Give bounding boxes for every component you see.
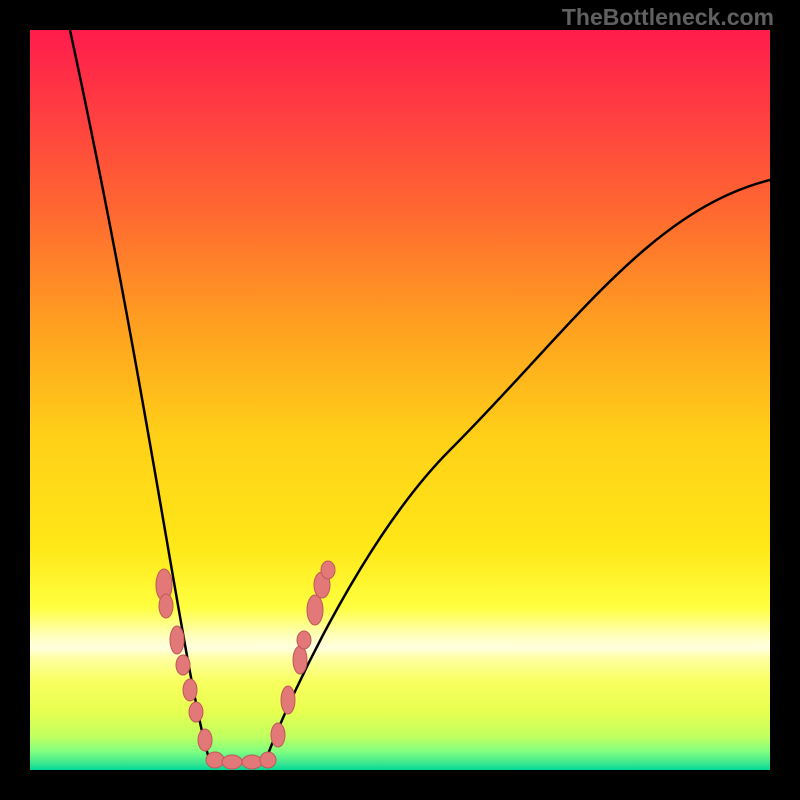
curve-marker xyxy=(321,561,335,579)
curve-marker xyxy=(170,626,184,654)
chart-svg xyxy=(0,0,800,800)
curve-marker xyxy=(297,631,311,649)
curve-marker xyxy=(159,594,173,618)
curve-marker xyxy=(198,729,212,751)
curve-marker xyxy=(242,755,262,769)
curve-marker xyxy=(206,752,224,768)
curve-marker xyxy=(307,595,323,625)
curve-marker xyxy=(189,702,203,722)
curve-marker xyxy=(176,655,190,675)
chart-container: TheBottleneck.com xyxy=(0,0,800,800)
curve-marker xyxy=(183,679,197,701)
curve-marker xyxy=(293,646,307,674)
curve-marker xyxy=(281,686,295,714)
watermark-text: TheBottleneck.com xyxy=(562,4,774,31)
curve-marker xyxy=(271,723,285,747)
curve-marker xyxy=(260,752,276,768)
curve-marker xyxy=(222,755,242,769)
